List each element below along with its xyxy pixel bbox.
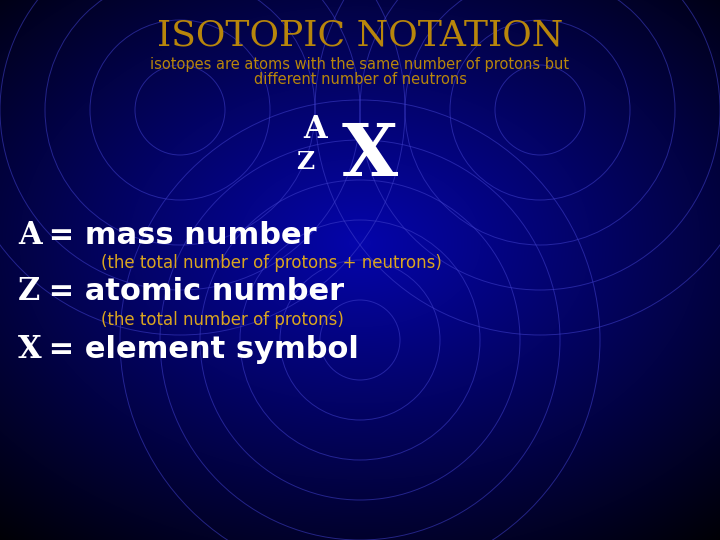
Text: (the total number of protons + neutrons): (the total number of protons + neutrons) [80,254,442,272]
Text: A: A [18,219,42,251]
Text: = mass number: = mass number [38,220,317,249]
Text: Z: Z [18,276,40,307]
Text: X: X [18,334,42,366]
Text: Z: Z [296,150,314,174]
Text: different number of neutrons: different number of neutrons [253,72,467,87]
Text: = atomic number: = atomic number [38,278,344,307]
Text: X: X [342,119,398,191]
Text: isotopes are atoms with the same number of protons but: isotopes are atoms with the same number … [150,57,570,72]
Text: ISOTOPIC NOTATION: ISOTOPIC NOTATION [157,18,563,52]
Text: A: A [303,114,327,145]
Text: (the total number of protons): (the total number of protons) [80,311,344,329]
Text: = element symbol: = element symbol [38,335,359,364]
